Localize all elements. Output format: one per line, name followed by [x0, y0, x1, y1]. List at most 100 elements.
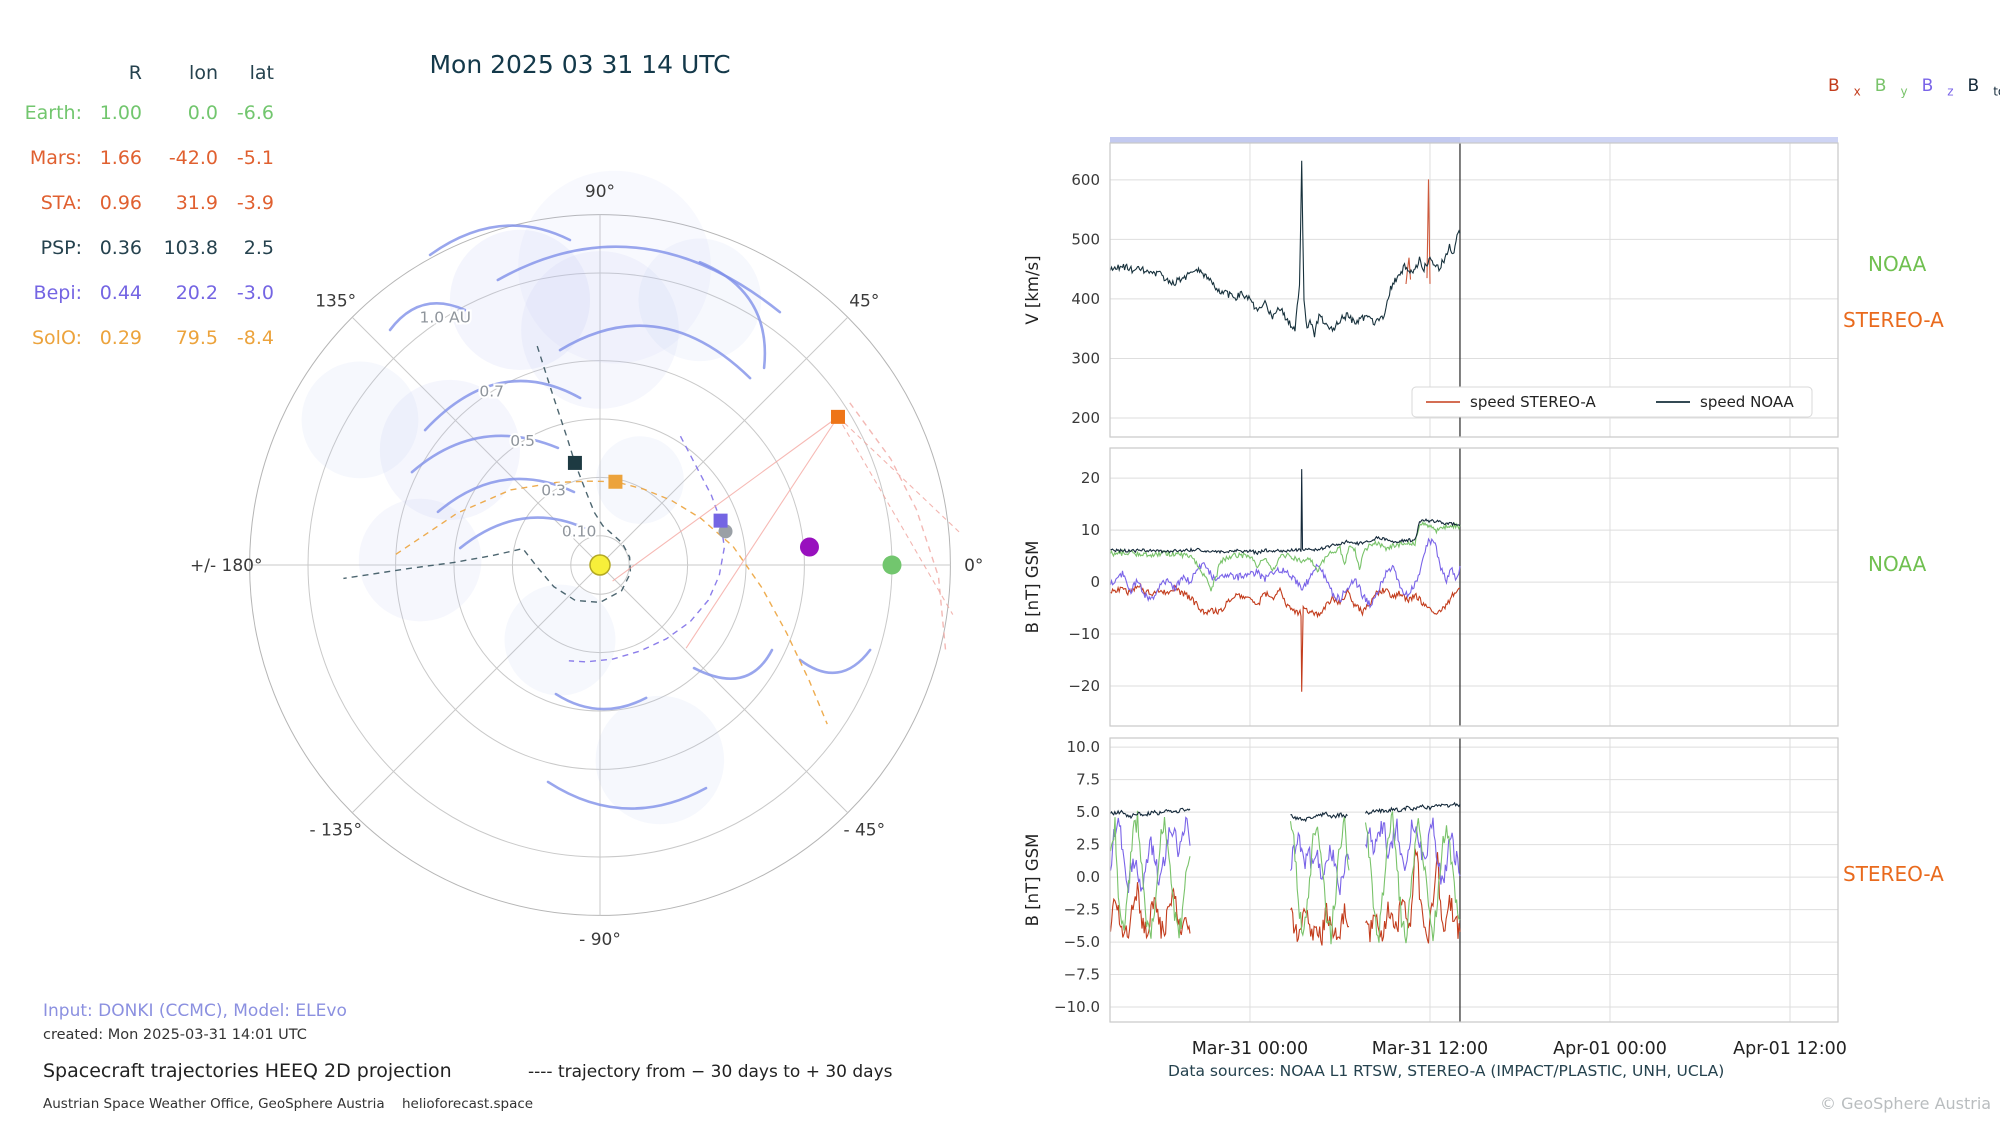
cme-halo — [596, 436, 684, 524]
website-link[interactable]: helioforecast.space — [402, 1096, 534, 1112]
cme-front-arc — [698, 260, 767, 370]
ring-label: 0.10 — [562, 523, 597, 541]
y-tick-label: 400 — [1071, 290, 1100, 308]
spoke-label: 45° — [849, 292, 879, 312]
cme-front-arc — [496, 245, 782, 314]
psp-marker — [567, 455, 582, 470]
series-bz — [1109, 816, 1461, 896]
spoke-line — [599, 316, 849, 566]
cell: STA: — [40, 191, 82, 214]
series-btot — [1110, 469, 1461, 556]
page-title: Mon 2025 03 31 14 UTC — [429, 50, 731, 79]
ring-label: 1.0 AU — [419, 308, 471, 326]
x-tick-label: Apr-01 12:00 — [1733, 1039, 1847, 1059]
cme-front-arc — [546, 780, 708, 810]
cell: 31.9 — [175, 191, 218, 214]
cme-front-arc — [428, 224, 572, 257]
sta-sight-line — [612, 416, 839, 582]
x-tick-label: Mar-31 00:00 — [1192, 1039, 1308, 1059]
series-bx — [1109, 848, 1461, 946]
y-axis-label: B [nT] GSM — [1023, 834, 1042, 927]
y-axis-label: V [km/s] — [1023, 255, 1042, 324]
solo-marker — [608, 474, 623, 489]
cme-halo — [518, 170, 711, 364]
position-row-mars: Mars: 1.66 -42.0 -5.1 — [10, 135, 274, 180]
cme-halo — [521, 251, 679, 409]
cme-halo — [595, 695, 725, 825]
x-tick-label: Mar-31 12:00 — [1372, 1039, 1488, 1059]
spoke-label: 135° — [315, 292, 356, 312]
sta-sight-line — [837, 416, 962, 534]
spoke-line — [599, 564, 849, 814]
cell: Earth: — [24, 101, 82, 124]
cme-front-arc — [388, 302, 467, 332]
sta-marker — [830, 409, 845, 424]
office-credit: Austrian Space Weather Office, GeoSphere… — [43, 1096, 385, 1112]
position-row-sta: STA: 0.96 31.9 -3.9 — [10, 180, 274, 225]
ring-label: 0.3 — [541, 482, 566, 500]
spoke-label: +/- 180° — [190, 556, 262, 576]
panel1-stereo-label: STEREO-A — [1843, 308, 1944, 332]
y-tick-label: 10 — [1081, 521, 1100, 539]
series-btot — [1110, 801, 1461, 823]
legend-label-stereo: speed STEREO-A — [1470, 393, 1596, 411]
cme-arrival-band-past — [1110, 137, 1460, 143]
sun-marker — [589, 554, 611, 576]
y-tick-label: 500 — [1071, 230, 1100, 248]
cme-front-arc — [554, 692, 648, 711]
cme-front-arc — [692, 648, 774, 680]
column-header: R — [128, 62, 142, 84]
trajectory-note: ---- trajectory from − 30 days to + 30 d… — [528, 1062, 893, 1082]
model-input-note: Input: DONKI (CCMC), Model: ELEvo — [43, 1001, 347, 1021]
ring-label: 0.5 — [510, 432, 535, 450]
column-header: lat — [249, 62, 274, 84]
projection-caption: Spacecraft trajectories HEEQ 2D projecti… — [43, 1060, 452, 1082]
y-tick-label: −10.0 — [1054, 998, 1100, 1016]
cell: -6.6 — [236, 101, 274, 124]
y-tick-label: 2.5 — [1076, 836, 1100, 854]
earth-marker — [882, 555, 902, 575]
y-tick-label: 600 — [1071, 171, 1100, 189]
cell: -5.1 — [236, 146, 274, 169]
cme-arrival-band — [1110, 137, 1838, 143]
spoke-label: - 135° — [309, 820, 362, 840]
mars-trajectory — [849, 402, 947, 652]
y-tick-label: −20 — [1068, 677, 1100, 695]
sta-sight-line — [685, 416, 839, 649]
cell: 1.00 — [99, 101, 142, 124]
y-tick-label: 300 — [1071, 349, 1100, 367]
spoke-line — [351, 316, 601, 566]
venus-marker — [799, 537, 819, 557]
cell: Mars: — [29, 146, 82, 169]
mercury-marker — [718, 524, 733, 539]
cell: PSP: — [40, 236, 82, 259]
data-sources-note: Data sources: NOAA L1 RTSW, STEREO-A (IM… — [1168, 1062, 1725, 1080]
panel1-noaa-label: NOAA — [1868, 252, 1927, 276]
solo-trajectory — [395, 480, 828, 725]
cme-front-arc — [458, 516, 586, 550]
created-timestamp: created: Mon 2025-03-31 14:01 UTC — [43, 1027, 307, 1043]
cme-front-arc — [558, 324, 752, 380]
cme-front-arc — [436, 477, 576, 514]
copyright-note: © GeoSphere Austria — [1820, 1094, 1992, 1113]
cell: SolO: — [32, 326, 82, 349]
y-tick-label: −7.5 — [1064, 966, 1100, 984]
cme-halo — [504, 584, 616, 696]
cell: 1.66 — [99, 146, 142, 169]
cell: 20.2 — [175, 281, 218, 304]
position-row-earth: Earth: 1.00 0.0 -6.6 — [10, 90, 274, 135]
legend-label-noaa: speed NOAA — [1700, 393, 1795, 411]
cell: 0.44 — [99, 281, 142, 304]
spoke-label: - 90° — [579, 930, 621, 950]
cme-halo — [449, 229, 591, 370]
psp-trajectory — [343, 345, 632, 604]
column-header: lon — [189, 62, 218, 84]
cell: 103.8 — [163, 236, 218, 259]
y-tick-label: −2.5 — [1064, 901, 1100, 919]
